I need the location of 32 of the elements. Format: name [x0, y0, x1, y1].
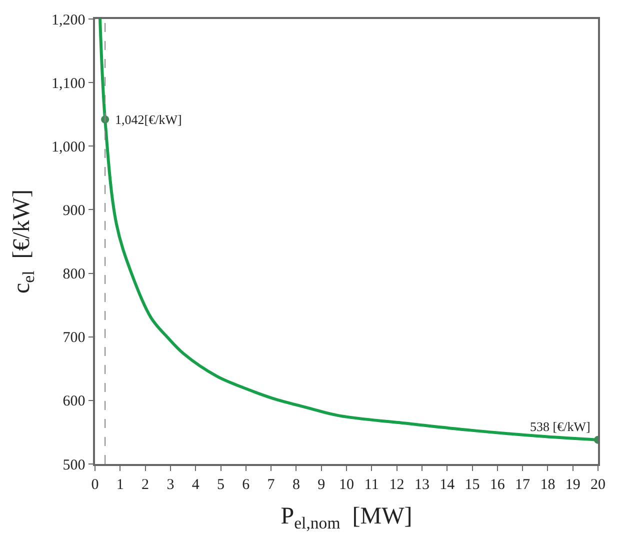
x-tick-label: 15 [464, 476, 480, 493]
x-tick-label: 14 [440, 476, 456, 493]
y-tick-label: 600 [62, 394, 86, 410]
x-tick-label: 2 [142, 476, 150, 493]
annotation: 1,042[€/kW] [115, 112, 182, 127]
x-tick-label: 9 [318, 476, 326, 493]
x-tick-label: 20 [590, 476, 606, 493]
x-tick-label: 0 [91, 476, 99, 493]
x-tick-label: 10 [339, 476, 354, 493]
x-tick-label: 16 [490, 476, 506, 493]
x-tick-label: 6 [242, 476, 250, 493]
annotation: 538 [€/kW] [530, 419, 590, 434]
y-tick-label: 900 [62, 202, 86, 219]
x-axis-title: P$_{el,nom}$ [MW] [280, 504, 412, 533]
y-tick-label: 700 [62, 330, 86, 346]
x-tick-label: 8 [292, 476, 300, 493]
x-tick-label: 17 [515, 476, 531, 493]
x-tick-label: 5 [217, 476, 224, 493]
y-tick-label: 500 [62, 457, 86, 474]
y-tick-label: 1,100 [52, 76, 86, 92]
y-tick-label: 1,200 [52, 12, 86, 28]
x-tick-label: 19 [565, 476, 580, 493]
x-tick-label: 13 [414, 476, 430, 493]
x-tick-label: 4 [192, 476, 200, 493]
x-tick-label: 12 [389, 476, 404, 493]
x-tick-label: 1 [116, 476, 124, 493]
y-tick-label: 800 [62, 266, 86, 283]
x-tick-label: 7 [267, 476, 276, 493]
x-tick-label: 3 [166, 476, 174, 493]
y-tick-label: 1,000 [52, 139, 86, 156]
x-tick-label: 11 [364, 476, 379, 493]
x-tick-label: 18 [540, 476, 556, 493]
